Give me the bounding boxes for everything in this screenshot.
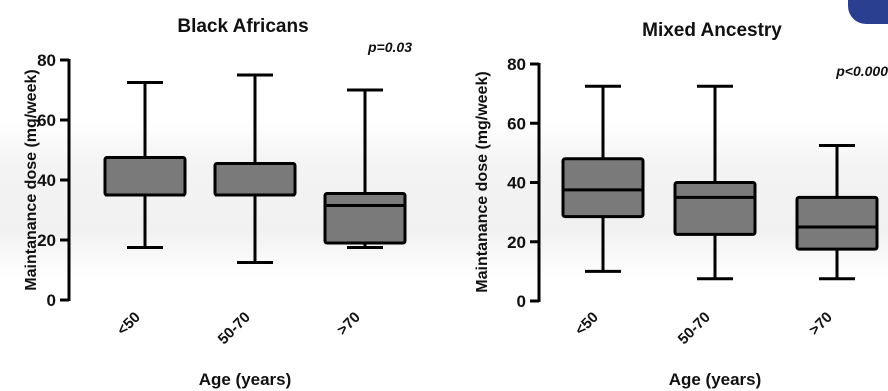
y-axis-label: Maintanance dose (mg/week) bbox=[23, 69, 40, 290]
y-tick-label: 80 bbox=[37, 51, 56, 70]
y-tick-label: 20 bbox=[37, 231, 56, 250]
x-tick-label: >70 bbox=[806, 309, 836, 339]
y-tick-label: 60 bbox=[507, 114, 526, 133]
x-tick-label: <50 bbox=[114, 309, 144, 339]
chart-title: Mixed Ancestry bbox=[642, 20, 782, 41]
y-axis-label: Maintanance dose (mg/week) bbox=[474, 71, 491, 292]
x-tick-label: >70 bbox=[334, 309, 364, 339]
corner-logo-fragment bbox=[848, 0, 888, 24]
y-tick-label: 40 bbox=[507, 174, 526, 193]
box bbox=[103, 156, 187, 197]
x-tick-label: 50-70 bbox=[215, 309, 254, 348]
x-axis-label: Age (years) bbox=[199, 370, 292, 389]
box bbox=[561, 157, 645, 219]
y-tick-label: 20 bbox=[507, 233, 526, 252]
box bbox=[323, 192, 407, 245]
y-tick-label: 80 bbox=[507, 55, 526, 74]
box bbox=[673, 181, 757, 236]
p-value-annotation: p=0.03 bbox=[367, 39, 412, 55]
box bbox=[795, 195, 879, 251]
x-tick-label: <50 bbox=[572, 309, 602, 339]
box bbox=[213, 162, 297, 197]
y-tick-label: 40 bbox=[37, 171, 56, 190]
y-tick-label: 0 bbox=[517, 292, 526, 311]
y-tick-label: 60 bbox=[37, 111, 56, 130]
chart-title: Black Africans bbox=[177, 16, 308, 37]
x-axis-label: Age (years) bbox=[669, 370, 762, 389]
y-tick-label: 0 bbox=[47, 291, 56, 310]
p-value-annotation: p<0.0001 bbox=[835, 63, 888, 79]
x-tick-label: 50-70 bbox=[675, 309, 714, 348]
